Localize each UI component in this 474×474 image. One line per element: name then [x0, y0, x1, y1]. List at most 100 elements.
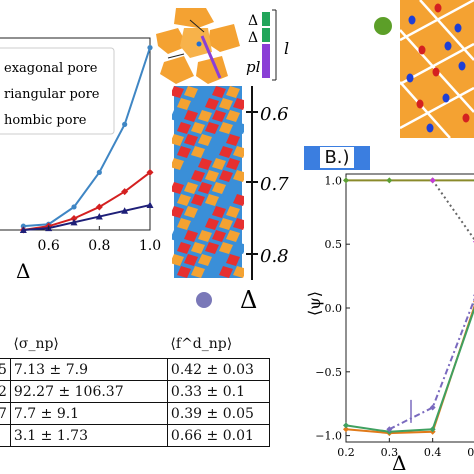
series-line-0: [23, 47, 151, 228]
lattice-shape: [212, 134, 226, 146]
lattice-shape: [205, 146, 219, 158]
lattice-shape: [177, 194, 191, 206]
series-line-4: [388, 297, 474, 431]
data-point: [386, 177, 393, 184]
lattice-shape: [172, 134, 184, 146]
lattice-shape: [177, 122, 191, 134]
lattice-shape: [191, 194, 205, 206]
data-point: [343, 422, 349, 429]
lattice-shape: [191, 170, 205, 182]
lattice-shape: [172, 230, 184, 242]
lattice-shape: [233, 170, 244, 182]
lattice-shape: [219, 146, 233, 158]
data-point: [429, 404, 436, 411]
nanoparticle: [444, 41, 452, 51]
series-line-1: [23, 171, 151, 231]
nanoparticle: [462, 113, 470, 123]
hexagonal-pore-icon: [156, 8, 240, 84]
lattice-shape: [198, 206, 212, 218]
header-sigma: ⟨σ_np⟩: [10, 330, 168, 359]
order-parameter-chart: 1.0 0.5 0.0 −0.5 −1.0 0.2 0.3 0.4 0.5 ⟨ψ⟩ Δ: [305, 173, 474, 474]
data-point: [122, 121, 128, 127]
x-tick-label: 0.2: [337, 446, 355, 459]
lattice-shape: [205, 218, 219, 230]
lattice-shape: [191, 98, 205, 110]
lattice-shape: [184, 230, 198, 242]
y-tick-label: −0.5: [315, 366, 342, 379]
x-tick-label: 1.0: [139, 238, 161, 254]
lattice-shape: [226, 86, 240, 98]
nanoparticle-lattice-icon: [400, 0, 474, 138]
lattice-shape: [219, 218, 233, 230]
lattice-shape: [184, 134, 198, 146]
lattice-shape: [191, 266, 205, 278]
lattice-shape: [233, 194, 244, 206]
lattice-shape: [177, 98, 191, 110]
lattice-strip-icon: [172, 86, 244, 278]
nanoparticle: [416, 99, 424, 109]
legend-box: [0, 47, 115, 135]
nanoparticle: [406, 73, 414, 83]
lattice-shape: [233, 242, 244, 254]
data-point: [121, 207, 129, 214]
nanoparticle: [418, 45, 426, 55]
data-point: [121, 188, 129, 196]
data-point: [146, 168, 154, 176]
lattice-shape: [219, 170, 233, 182]
plot-b-frame: [345, 173, 474, 443]
lattice-shape: [212, 254, 226, 266]
lattice-shape: [226, 158, 240, 170]
lattice-shape: [177, 170, 191, 182]
table-row: 77.7 ± 9.10.39 ± 0.05: [0, 402, 271, 425]
lattice-shape: [219, 98, 233, 110]
data-point: [429, 177, 436, 184]
lattice-shape: [233, 122, 244, 134]
lattice-shape: [172, 254, 184, 266]
lattice-shape: [184, 182, 198, 194]
lattice-shape: [212, 230, 226, 242]
lattice-shape: [212, 206, 226, 218]
lattice-shape: [226, 254, 240, 266]
lattice-shape: [172, 86, 184, 98]
lattice-shape: [177, 146, 191, 158]
lattice-shape: [198, 158, 212, 170]
nanoparticle: [408, 15, 416, 25]
lattice-shape: [172, 158, 184, 170]
lattice-shape: [184, 110, 198, 122]
series-line-3: [345, 306, 474, 433]
y-tick-label: 0.0: [325, 302, 343, 315]
lattice-shape: [177, 266, 191, 278]
lattice-shape: [205, 194, 219, 206]
data-point: [71, 204, 77, 210]
nanoparticle: [458, 61, 466, 71]
lattice-shape: [212, 110, 226, 122]
lattice-shape: [233, 98, 244, 110]
data-point: [343, 177, 349, 184]
table-row: 292.27 ± 106.370.33 ± 0.1: [0, 380, 271, 403]
lattice-shape: [219, 266, 233, 278]
lattice-shape: [198, 86, 212, 98]
lattice-shape: [205, 122, 219, 134]
results-table: ⟨σ_np⟩ ⟨f^d_np⟩ 57.13 ± 7.90.42 ± 0.03 2…: [0, 330, 271, 447]
lattice-shape: [226, 206, 240, 218]
lattice-shape: [198, 110, 212, 122]
strip-tick-0.7: 0.7: [260, 174, 289, 195]
scale-delta-2: Δ: [248, 30, 258, 46]
table-row: 3.1 ± 1.73 0.66 ± 0.01: [0, 424, 271, 447]
x-tick-label: 0.6: [38, 238, 60, 254]
x-tick-label: 0.8: [88, 238, 110, 254]
purple-marker-dot: [196, 292, 212, 308]
lattice-shape: [191, 122, 205, 134]
table-row: 57.13 ± 7.90.42 ± 0.03: [0, 358, 271, 381]
lattice-shape: [219, 122, 233, 134]
data-point: [95, 213, 103, 220]
lattice-shape: [205, 98, 219, 110]
lattice-shape: [184, 254, 198, 266]
lattice-shape: [198, 230, 212, 242]
lattice-shape: [198, 254, 212, 266]
lattice-shape: [212, 182, 226, 194]
table-header-row: ⟨σ_np⟩ ⟨f^d_np⟩: [0, 330, 270, 359]
lattice-shape: [233, 218, 244, 230]
legend-rhombic: hombic pore: [4, 113, 87, 128]
lattice-shape: [226, 182, 240, 194]
